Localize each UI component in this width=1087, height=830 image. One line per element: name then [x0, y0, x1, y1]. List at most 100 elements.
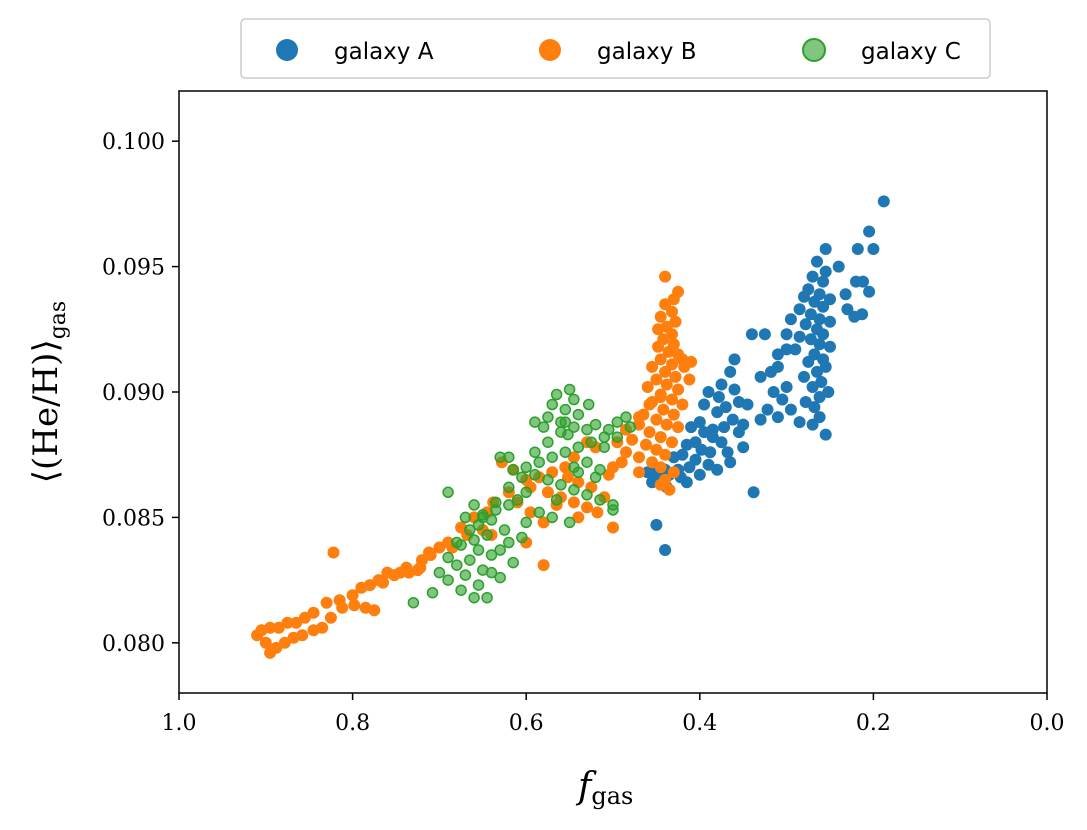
y-axis-title-sub: gas [46, 301, 71, 340]
data-point [589, 418, 602, 431]
data-point [559, 446, 572, 458]
data-point [459, 569, 472, 581]
data-point [678, 360, 691, 373]
data-point [672, 421, 685, 434]
data-point [771, 348, 784, 361]
data-point [468, 591, 480, 604]
data-point [567, 451, 580, 464]
data-point [806, 418, 819, 431]
data-point [666, 305, 678, 318]
data-point [503, 499, 515, 511]
x-tick-label: 0.0 [1030, 711, 1065, 736]
data-point [272, 621, 285, 634]
data-point [611, 431, 624, 443]
data-point [761, 403, 774, 416]
data-point [784, 313, 797, 326]
data-point [693, 468, 706, 481]
data-point [572, 408, 585, 421]
data-point [659, 270, 672, 283]
data-point [407, 596, 420, 609]
data-point [520, 461, 532, 474]
data-point [414, 561, 427, 574]
data-point [863, 285, 876, 298]
data-point [607, 521, 619, 534]
data-point [324, 611, 337, 624]
data-point [780, 343, 793, 356]
data-point [654, 353, 667, 366]
data-point [877, 195, 890, 208]
data-point [685, 421, 698, 434]
data-point [660, 378, 673, 391]
data-point [711, 463, 724, 476]
data-point [498, 524, 511, 536]
data-point [542, 436, 554, 448]
data-point [442, 551, 454, 564]
data-point [806, 270, 819, 283]
data-point [793, 330, 806, 343]
data-point [737, 441, 750, 454]
data-point [524, 506, 537, 519]
data-point [320, 596, 333, 609]
data-point [346, 589, 359, 602]
data-point [572, 466, 585, 479]
data-point [626, 433, 639, 446]
data-point [683, 373, 696, 386]
data-point [581, 489, 593, 501]
data-point [507, 464, 519, 476]
data-point [728, 383, 741, 396]
data-point [758, 328, 771, 341]
legend-label-galaxy-c: galaxy C [861, 39, 961, 65]
data-point [663, 483, 676, 496]
data-point [641, 466, 654, 479]
data-point [732, 426, 745, 439]
data-point [542, 411, 554, 423]
data-point [839, 288, 852, 301]
data-point [654, 478, 667, 491]
data-point [598, 441, 611, 453]
series-galaxy-b [251, 270, 698, 659]
data-point [808, 401, 821, 414]
data-point [529, 416, 541, 428]
data-point [841, 303, 854, 316]
data-point [264, 646, 277, 659]
y-axis-title-main: ⟨(He/H)⟩ [26, 339, 66, 483]
data-point [721, 446, 734, 459]
data-point [529, 469, 541, 481]
data-point [533, 506, 545, 519]
y-tick-label: 0.085 [102, 506, 165, 531]
data-point [550, 388, 563, 401]
x-axis-title-sub: gas [591, 782, 633, 810]
data-point [581, 501, 593, 514]
data-point [464, 554, 476, 566]
legend-marker-galaxy-b [539, 39, 561, 61]
data-point [819, 428, 832, 441]
data-point [468, 499, 480, 511]
data-point [741, 398, 754, 411]
x-tick-label: 0.8 [335, 711, 370, 736]
data-point [633, 411, 645, 424]
data-point [559, 416, 572, 428]
data-point [650, 413, 663, 426]
legend-label-galaxy-a: galaxy A [334, 39, 434, 65]
data-point [851, 243, 864, 255]
data-point [776, 393, 789, 406]
data-point [662, 345, 675, 358]
data-point [581, 423, 593, 436]
data-point [712, 391, 725, 403]
data-point [442, 574, 454, 586]
data-point [559, 403, 572, 416]
data-point [546, 398, 558, 411]
data-point [290, 616, 303, 629]
data-point [537, 559, 550, 572]
data-point [813, 391, 826, 403]
data-point [659, 448, 672, 461]
data-point [811, 255, 823, 268]
data-point [784, 403, 797, 416]
x-axis-title: fgas [575, 766, 633, 810]
data-point [667, 408, 680, 421]
data-point [806, 381, 819, 393]
data-point [789, 343, 802, 356]
data-point [620, 446, 632, 459]
data-point [520, 486, 532, 499]
